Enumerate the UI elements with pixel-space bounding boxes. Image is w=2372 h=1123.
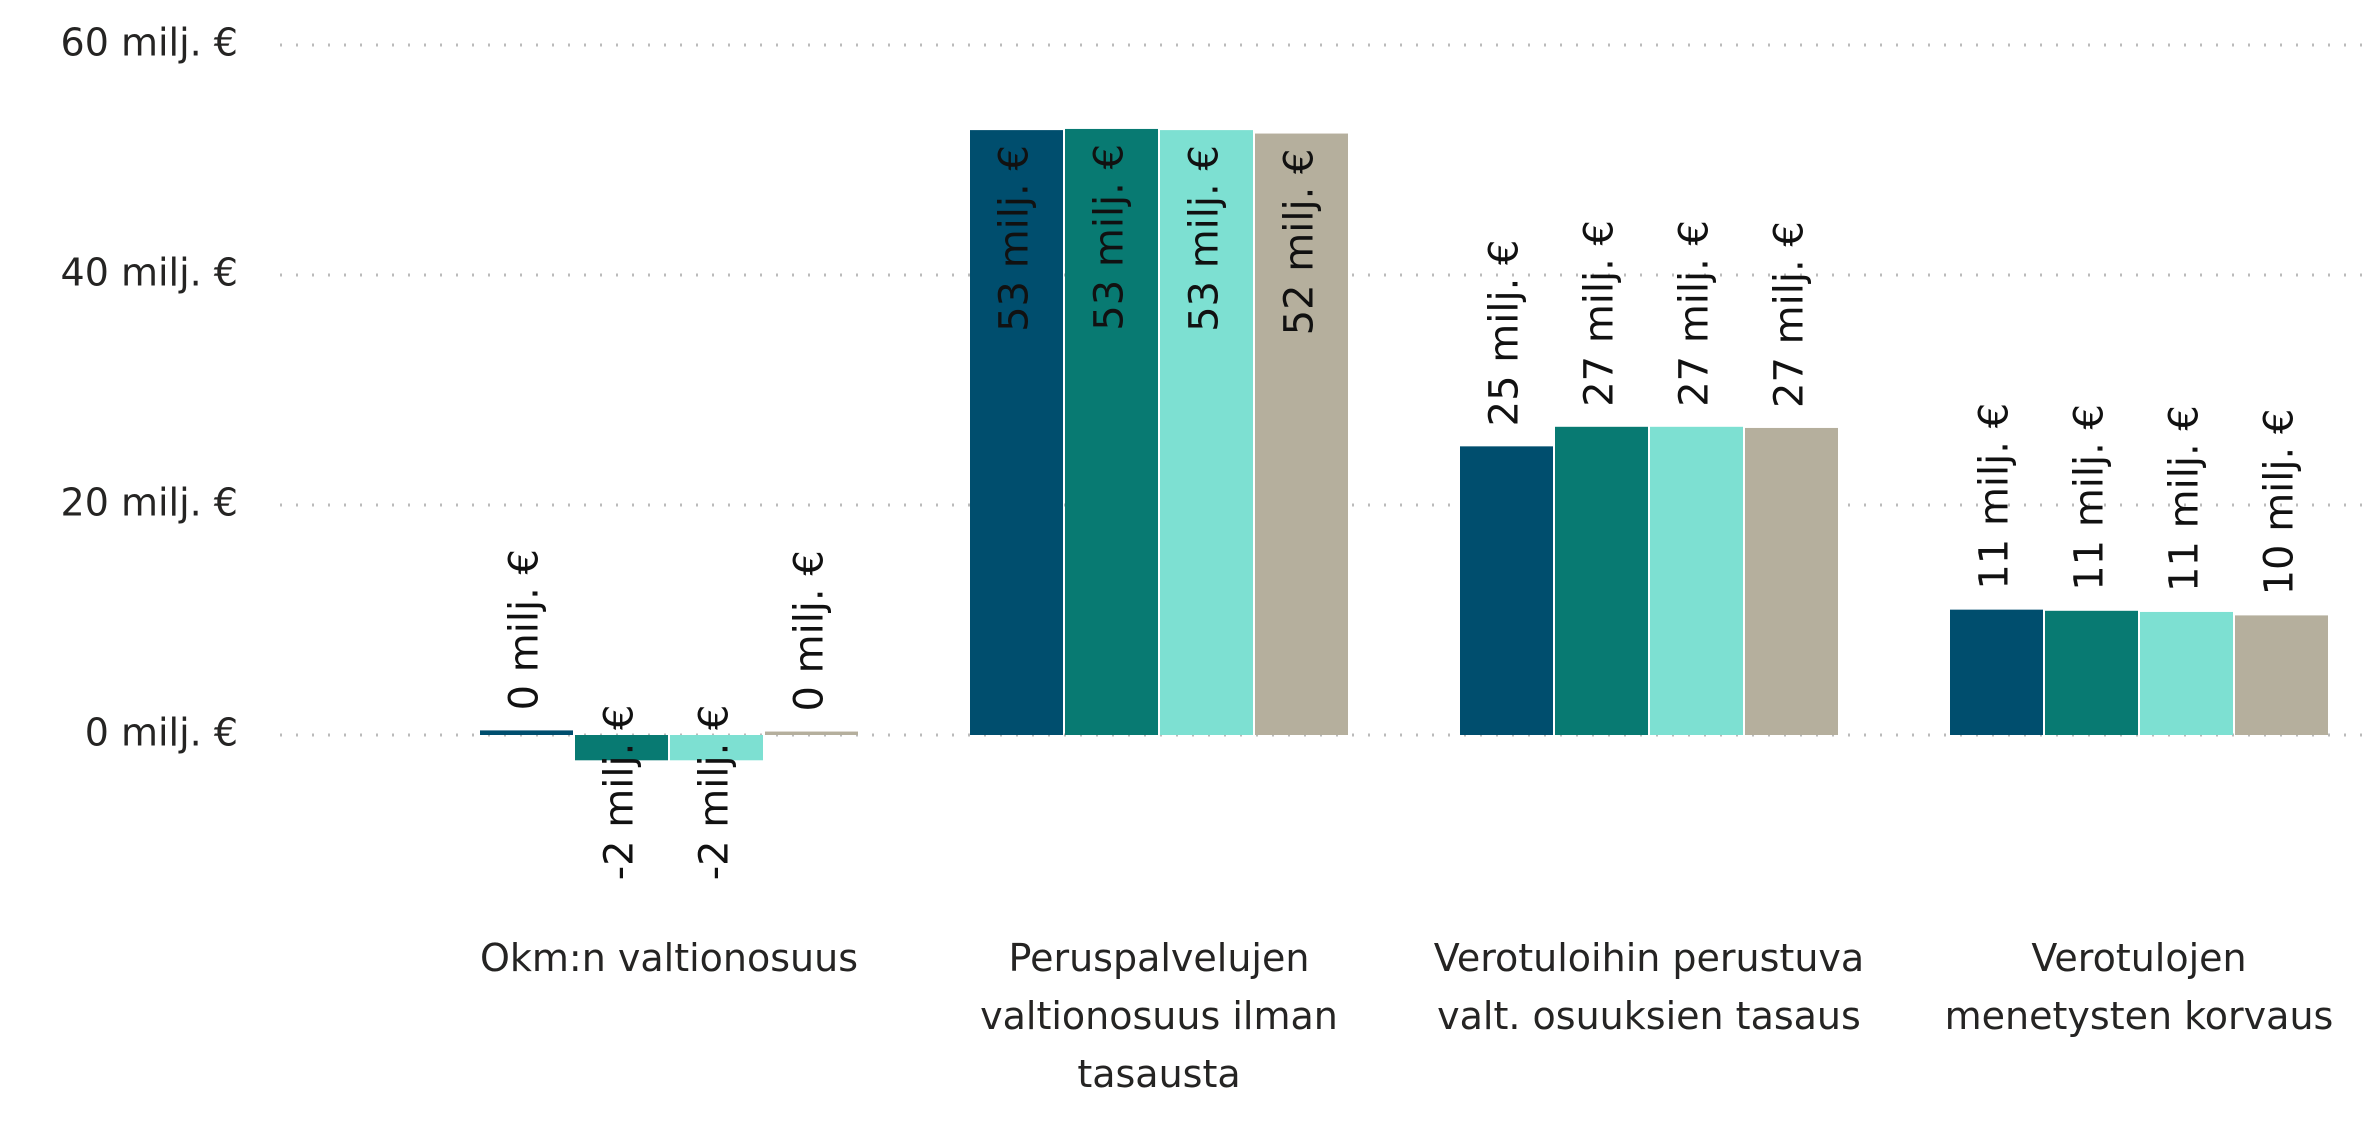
- bar: [1555, 426, 1648, 735]
- x-tick-label: Peruspalvelujen valtionosuus ilman tasaust…: [980, 936, 1338, 1096]
- value-label: -2 milj. €: [692, 705, 738, 881]
- value-label: 10 milj. €: [2257, 409, 2303, 596]
- bar: [765, 731, 858, 735]
- value-label: 52 milj. €: [1277, 149, 1323, 336]
- x-tick-label: Verotuloihin perustuva valt. osuuksien ta…: [1434, 936, 1864, 1038]
- value-label: 0 milj. €: [502, 549, 548, 710]
- bar: [1745, 427, 1838, 735]
- bar: [2045, 610, 2138, 735]
- value-label: 53 milj. €: [1182, 145, 1228, 332]
- bar: [1650, 426, 1743, 735]
- bar: [1065, 128, 1158, 735]
- value-label: 11 milj. €: [1972, 403, 2018, 590]
- bar: [2140, 611, 2233, 735]
- x-tick-label: Verotulojen menetysten korvaus: [1945, 936, 2334, 1038]
- value-label: 0 milj. €: [787, 550, 833, 711]
- bar: [670, 735, 763, 761]
- value-label: 27 milj. €: [1577, 220, 1623, 407]
- value-label: -2 milj. €: [597, 705, 643, 881]
- y-tick-label: 0 milj. €: [85, 711, 238, 755]
- y-tick-label: 40 milj. €: [61, 251, 238, 295]
- value-label: 25 milj. €: [1482, 240, 1528, 427]
- value-label: 27 milj. €: [1672, 220, 1718, 407]
- bar: [480, 730, 573, 735]
- bar: [1950, 609, 2043, 735]
- y-tick-label: 60 milj. €: [61, 21, 238, 65]
- bar: [970, 130, 1063, 736]
- bar: [2235, 615, 2328, 735]
- x-tick-label: Okm:n valtionosuus: [480, 936, 858, 980]
- bar: [1255, 133, 1348, 736]
- value-label: 53 milj. €: [1087, 144, 1133, 331]
- y-tick-label: 20 milj. €: [61, 481, 238, 525]
- value-label: 27 milj. €: [1767, 221, 1813, 408]
- bar: [1160, 130, 1253, 736]
- bar: [575, 735, 668, 761]
- value-label: 11 milj. €: [2162, 405, 2208, 592]
- value-label: 53 milj. €: [992, 145, 1038, 332]
- bar: [1460, 446, 1553, 735]
- value-label: 11 milj. €: [2067, 404, 2113, 591]
